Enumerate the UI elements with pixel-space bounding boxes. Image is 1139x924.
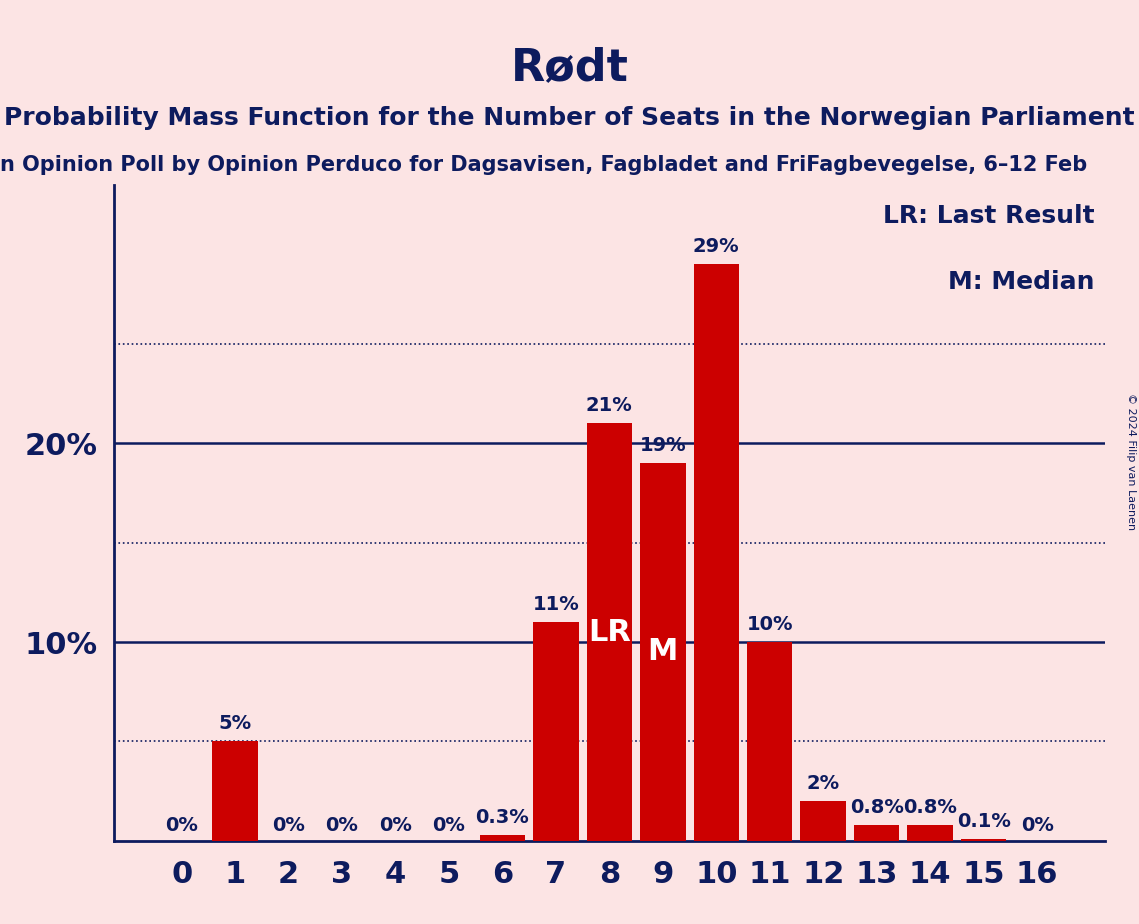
Text: 11%: 11% [533, 595, 580, 614]
Text: 19%: 19% [639, 436, 686, 456]
Bar [480, 835, 525, 841]
Bar [961, 839, 1007, 841]
Bar [854, 825, 900, 841]
Text: 0%: 0% [272, 816, 305, 835]
Text: 21%: 21% [585, 396, 633, 416]
Bar [908, 825, 953, 841]
Text: 10%: 10% [746, 615, 793, 634]
Text: 0.3%: 0.3% [476, 808, 530, 827]
Text: 0%: 0% [379, 816, 412, 835]
Bar [533, 622, 579, 841]
Bar [747, 642, 793, 841]
Text: Rødt: Rødt [510, 46, 629, 90]
Text: 0%: 0% [326, 816, 359, 835]
Text: 0.1%: 0.1% [957, 812, 1010, 831]
Text: M: M [648, 638, 678, 666]
Bar [640, 463, 686, 841]
Bar [801, 801, 846, 841]
Text: 0.8%: 0.8% [850, 798, 903, 817]
Text: LR: Last Result: LR: Last Result [884, 204, 1095, 228]
Text: M: Median: M: Median [949, 270, 1095, 294]
Text: © 2024 Filip van Laenen: © 2024 Filip van Laenen [1126, 394, 1136, 530]
Text: 0%: 0% [165, 816, 198, 835]
Text: 2%: 2% [806, 774, 839, 793]
Bar [694, 264, 739, 841]
Text: LR: LR [588, 617, 631, 647]
Text: n Opinion Poll by Opinion Perduco for Dagsavisen, Fagbladet and FriFagbevegelse,: n Opinion Poll by Opinion Perduco for Da… [0, 155, 1088, 176]
Text: 0%: 0% [433, 816, 466, 835]
Text: 5%: 5% [219, 714, 252, 734]
Text: 0%: 0% [1021, 816, 1054, 835]
Text: 0.8%: 0.8% [903, 798, 957, 817]
Text: Probability Mass Function for the Number of Seats in the Norwegian Parliament: Probability Mass Function for the Number… [5, 106, 1134, 130]
Bar [212, 741, 257, 841]
Text: 29%: 29% [693, 237, 739, 256]
Bar [587, 423, 632, 841]
